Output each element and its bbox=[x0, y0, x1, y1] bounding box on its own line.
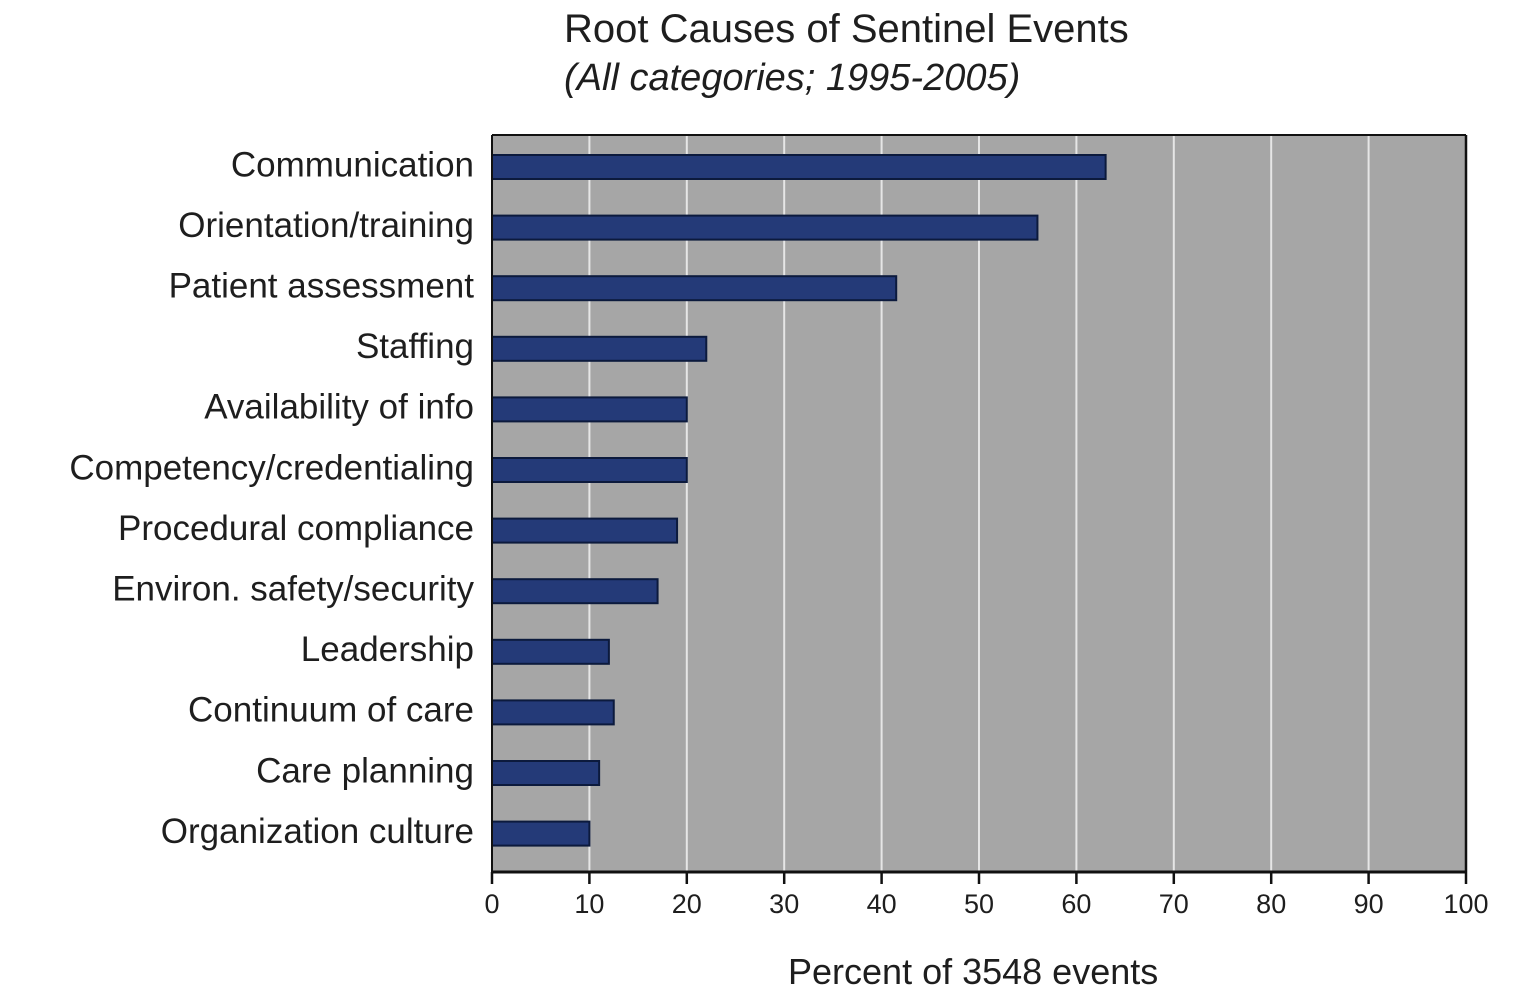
x-tick-label: 90 bbox=[1354, 889, 1384, 919]
x-tick-label: 100 bbox=[1443, 889, 1488, 919]
bar bbox=[491, 335, 708, 362]
bar bbox=[491, 396, 688, 423]
x-tick-label: 40 bbox=[867, 889, 897, 919]
chart-subtitle: (All categories; 1995-2005) bbox=[564, 57, 1021, 99]
category-label: Continuum of care bbox=[188, 691, 474, 730]
bar bbox=[491, 275, 898, 302]
category-label: Environ. safety/security bbox=[112, 569, 474, 608]
bars bbox=[491, 154, 1107, 847]
gridlines bbox=[588, 135, 1370, 872]
category-label: Organization culture bbox=[161, 812, 474, 851]
category-label: Care planning bbox=[256, 751, 474, 790]
x-tick-label: 20 bbox=[672, 889, 702, 919]
category-label: Competency/credentialing bbox=[69, 448, 474, 487]
bar bbox=[491, 699, 615, 726]
bar bbox=[491, 820, 591, 847]
chart-title: Root Causes of Sentinel Events bbox=[564, 7, 1129, 51]
bar bbox=[491, 578, 659, 605]
x-tick-label: 10 bbox=[574, 889, 604, 919]
bar bbox=[491, 457, 688, 483]
x-tick-label: 70 bbox=[1159, 889, 1189, 919]
x-tick-label: 60 bbox=[1061, 889, 1091, 919]
bar bbox=[491, 154, 1107, 180]
category-label: Procedural compliance bbox=[118, 509, 474, 548]
bar bbox=[491, 638, 610, 665]
bar bbox=[491, 517, 679, 544]
bar bbox=[491, 214, 1039, 241]
bar bbox=[491, 760, 601, 786]
x-tick-label: 50 bbox=[964, 889, 994, 919]
category-label: Leadership bbox=[301, 630, 474, 669]
x-tick-label: 0 bbox=[484, 889, 499, 919]
x-tick-label: 30 bbox=[769, 889, 799, 919]
x-axis-title-text: Percent of 3548 events bbox=[788, 951, 1159, 992]
category-label: Staffing bbox=[356, 327, 474, 366]
category-label: Orientation/training bbox=[178, 206, 474, 245]
category-label: Availability of info bbox=[204, 388, 474, 427]
category-label: Communication bbox=[231, 145, 474, 184]
category-label: Patient assessment bbox=[169, 266, 475, 305]
category-labels: Communication Orientation/training Patient… bbox=[69, 145, 474, 851]
x-tick-label: 80 bbox=[1256, 889, 1286, 919]
x-axis: 0 10 20 30 40 50 60 70 80 90 100 bbox=[484, 134, 1489, 919]
